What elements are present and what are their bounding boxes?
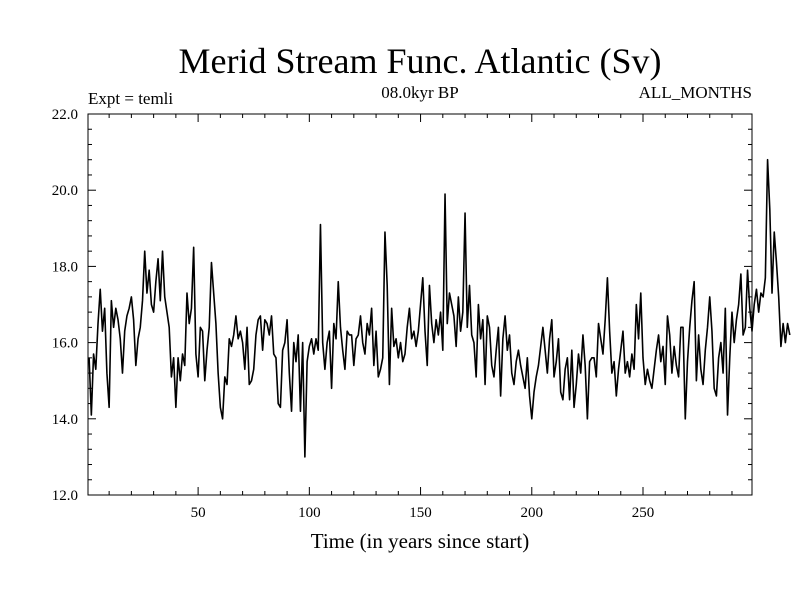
y-tick-label: 22.0 <box>52 107 78 123</box>
y-axis-tick-labels: 12.0 14.0 16.0 18.0 20.0 22.0 <box>52 107 78 504</box>
y-tick-label: 18.0 <box>52 259 78 275</box>
x-axis-tick-labels: 50 100 150 200 250 <box>191 505 655 521</box>
y-tick-label: 14.0 <box>52 412 78 428</box>
chart-title: Merid Stream Func. Atlantic (Sv) <box>179 41 662 81</box>
y-tick-label: 20.0 <box>52 183 78 199</box>
months-label: ALL_MONTHS <box>639 83 752 102</box>
x-tick-label: 200 <box>521 505 544 521</box>
plot-frame <box>87 113 753 496</box>
experiment-label: Expt = temli <box>88 89 173 108</box>
y-tick-label: 16.0 <box>52 336 78 352</box>
chart-subtitle: 08.0kyr BP <box>381 83 458 102</box>
x-tick-label: 150 <box>409 505 432 521</box>
y-tick-label: 12.0 <box>52 488 78 504</box>
x-tick-label: 100 <box>298 505 321 521</box>
series-line <box>88 158 791 458</box>
x-axis-label: Time (in years since start) <box>311 529 530 553</box>
x-tick-label: 250 <box>632 505 655 521</box>
x-tick-label: 50 <box>191 505 206 521</box>
